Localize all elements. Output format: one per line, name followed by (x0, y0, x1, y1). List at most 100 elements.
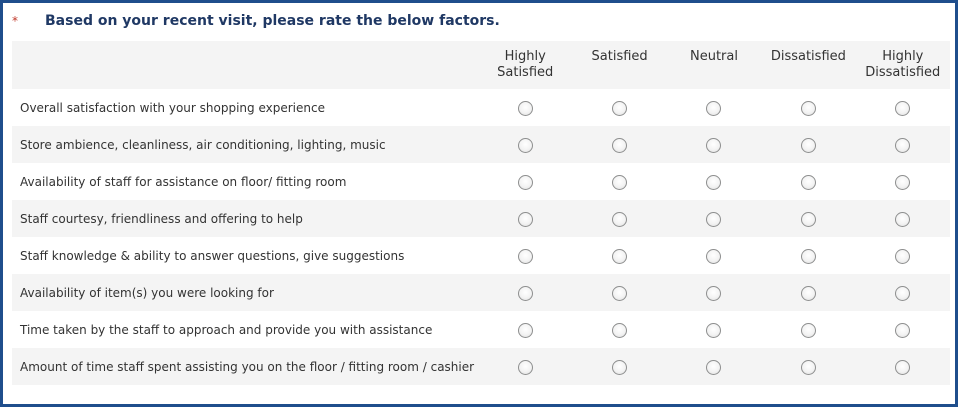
radio-cell (478, 126, 573, 163)
radio-cell (666, 163, 762, 200)
radio-dissatisfied[interactable] (800, 323, 816, 338)
radio-cell (572, 89, 667, 126)
matrix-row: Staff knowledge & ability to answer ques… (12, 237, 950, 274)
question-header: * Based on your recent visit, please rat… (9, 13, 949, 35)
radio-neutral[interactable] (706, 360, 722, 375)
row-label: Staff courtesy, friendliness and offerin… (12, 200, 478, 237)
question-title: Based on your recent visit, please rate … (45, 13, 500, 29)
radio-neutral[interactable] (706, 101, 722, 116)
column-header-satisfied: Satisfied (572, 41, 667, 89)
row-label: Availability of staff for assistance on … (12, 163, 478, 200)
radio-cell (761, 348, 856, 385)
radio-highly-satisfied[interactable] (517, 175, 533, 190)
radio-highly-satisfied[interactable] (517, 286, 533, 301)
radio-highly-satisfied[interactable] (517, 138, 533, 153)
radio-cell (666, 311, 762, 348)
radio-dissatisfied[interactable] (800, 175, 816, 190)
row-label: Amount of time staff spent assisting you… (12, 348, 478, 385)
radio-neutral[interactable] (706, 249, 722, 264)
radio-satisfied[interactable] (612, 101, 628, 116)
radio-dissatisfied[interactable] (800, 249, 816, 264)
row-label: Store ambience, cleanliness, air conditi… (12, 126, 478, 163)
radio-highly-dissatisfied[interactable] (895, 212, 911, 227)
radio-dissatisfied[interactable] (800, 360, 816, 375)
radio-neutral[interactable] (706, 323, 722, 338)
radio-highly-satisfied[interactable] (517, 101, 533, 116)
radio-satisfied[interactable] (612, 175, 628, 190)
radio-cell (478, 348, 573, 385)
radio-cell (478, 274, 573, 311)
radio-satisfied[interactable] (612, 360, 628, 375)
row-label: Staff knowledge & ability to answer ques… (12, 237, 478, 274)
required-asterisk: * (12, 14, 18, 28)
radio-highly-dissatisfied[interactable] (895, 249, 911, 264)
column-header-highly-dissatisfied: Highly Dissatisfied (855, 41, 950, 89)
column-header-line1: Highly (504, 49, 546, 64)
radio-cell (666, 200, 762, 237)
matrix-row: Store ambience, cleanliness, air conditi… (12, 126, 950, 163)
matrix-row: Time taken by the staff to approach and … (12, 311, 950, 348)
row-label: Overall satisfaction with your shopping … (12, 89, 478, 126)
radio-cell (666, 237, 762, 274)
radio-neutral[interactable] (706, 212, 722, 227)
radio-cell (855, 126, 950, 163)
column-header-neutral: Neutral (666, 41, 762, 89)
radio-dissatisfied[interactable] (800, 138, 816, 153)
radio-highly-satisfied[interactable] (517, 360, 533, 375)
radio-highly-dissatisfied[interactable] (895, 286, 911, 301)
matrix-row: Availability of item(s) you were looking… (12, 274, 950, 311)
radio-cell (855, 274, 950, 311)
radio-satisfied[interactable] (612, 286, 628, 301)
radio-highly-dissatisfied[interactable] (895, 323, 911, 338)
radio-cell (572, 348, 667, 385)
radio-cell (478, 311, 573, 348)
radio-cell (761, 237, 856, 274)
header-blank-cell (12, 41, 478, 89)
radio-highly-dissatisfied[interactable] (895, 175, 911, 190)
radio-satisfied[interactable] (612, 249, 628, 264)
matrix-row: Amount of time staff spent assisting you… (12, 348, 950, 385)
radio-cell (855, 311, 950, 348)
radio-cell (855, 163, 950, 200)
column-header-line1: Highly (882, 49, 924, 64)
radio-highly-satisfied[interactable] (517, 249, 533, 264)
radio-satisfied[interactable] (612, 323, 628, 338)
radio-highly-dissatisfied[interactable] (895, 360, 911, 375)
radio-cell (855, 237, 950, 274)
radio-dissatisfied[interactable] (800, 286, 816, 301)
radio-cell (666, 126, 762, 163)
column-header-highly-satisfied: Highly Satisfied (478, 41, 573, 89)
radio-highly-satisfied[interactable] (517, 323, 533, 338)
radio-cell (572, 274, 667, 311)
radio-cell (855, 348, 950, 385)
radio-cell (761, 200, 856, 237)
radio-neutral[interactable] (706, 286, 722, 301)
radio-cell (761, 163, 856, 200)
radio-cell (478, 237, 573, 274)
matrix-row: Staff courtesy, friendliness and offerin… (12, 200, 950, 237)
radio-cell (761, 126, 856, 163)
radio-satisfied[interactable] (612, 138, 628, 153)
column-header-line2: Satisfied (497, 65, 554, 80)
column-header-dissatisfied: Dissatisfied (761, 41, 856, 89)
radio-cell (761, 311, 856, 348)
radio-cell (666, 89, 762, 126)
radio-cell (478, 200, 573, 237)
radio-highly-satisfied[interactable] (517, 212, 533, 227)
radio-cell (572, 311, 667, 348)
radio-cell (761, 89, 856, 126)
row-label: Availability of item(s) you were looking… (12, 274, 478, 311)
radio-dissatisfied[interactable] (800, 101, 816, 116)
column-header-line1: Dissatisfied (770, 49, 846, 64)
radio-dissatisfied[interactable] (800, 212, 816, 227)
radio-highly-dissatisfied[interactable] (895, 101, 911, 116)
column-header-line2: Dissatisfied (865, 65, 941, 80)
radio-cell (855, 200, 950, 237)
radio-neutral[interactable] (706, 138, 722, 153)
matrix-row: Overall satisfaction with your shopping … (12, 89, 950, 126)
radio-satisfied[interactable] (612, 212, 628, 227)
column-header-line1: Satisfied (591, 49, 648, 64)
radio-cell (478, 89, 573, 126)
radio-neutral[interactable] (706, 175, 722, 190)
radio-highly-dissatisfied[interactable] (895, 138, 911, 153)
